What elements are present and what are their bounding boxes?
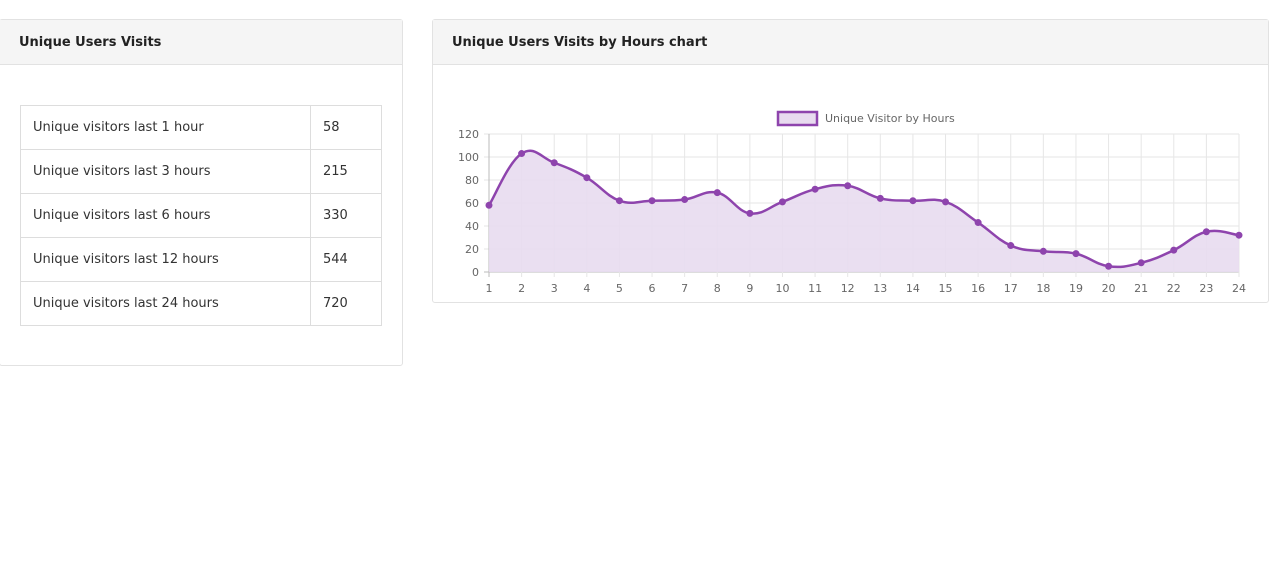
data-point	[1007, 242, 1015, 250]
row-value: 330	[310, 193, 382, 238]
hourly-visits-chart-panel: Unique Users Visits by Hours chart 0 20 40…	[432, 19, 1269, 303]
x-tick-label: 14	[906, 282, 920, 295]
data-point	[778, 198, 786, 206]
x-tick-label: 13	[873, 282, 887, 295]
x-tick-label: 17	[1004, 282, 1018, 295]
table-row: Unique visitors last 3 hours 215	[20, 149, 382, 194]
data-point	[974, 219, 982, 227]
y-tick-label: 100	[458, 151, 479, 164]
row-value: 720	[310, 281, 382, 326]
row-label: Unique visitors last 24 hours	[20, 281, 311, 326]
data-point	[1202, 228, 1210, 236]
data-point	[1105, 262, 1113, 270]
x-tick-label: 5	[616, 282, 623, 295]
x-tick-label: 23	[1199, 282, 1213, 295]
y-tick-label: 80	[465, 174, 479, 187]
data-point	[811, 185, 819, 193]
data-point	[518, 150, 526, 158]
data-point	[648, 197, 656, 205]
x-tick-label: 12	[841, 282, 855, 295]
x-tick-label: 24	[1232, 282, 1246, 295]
legend-swatch	[776, 110, 819, 127]
table-row: Unique visitors last 12 hours 544	[20, 237, 382, 282]
data-point	[1137, 259, 1145, 267]
row-label: Unique visitors last 12 hours	[20, 237, 311, 282]
data-point	[1039, 247, 1047, 255]
y-tick-label: 0	[472, 266, 479, 279]
x-tick-label: 3	[551, 282, 558, 295]
x-tick-label: 10	[775, 282, 789, 295]
row-label: Unique visitors last 1 hour	[20, 105, 311, 150]
x-tick-label: 20	[1102, 282, 1116, 295]
x-tick-label: 6	[649, 282, 656, 295]
unique-users-visits-panel: Unique Users Visits Unique visitors last…	[0, 19, 403, 366]
x-tick-label: 7	[681, 282, 688, 295]
data-point	[1072, 250, 1080, 258]
row-value: 544	[310, 237, 382, 282]
data-point	[615, 197, 623, 205]
row-value: 58	[310, 105, 382, 150]
x-tick-label: 15	[939, 282, 953, 295]
data-point	[1170, 246, 1178, 254]
x-tick-label: 8	[714, 282, 721, 295]
x-tick-label: 16	[971, 282, 985, 295]
panel-title-unique-users-visits: Unique Users Visits	[0, 20, 402, 65]
row-label: Unique visitors last 6 hours	[20, 193, 311, 238]
panel-title-hourly-chart: Unique Users Visits by Hours chart	[433, 20, 1268, 65]
row-label: Unique visitors last 3 hours	[20, 149, 311, 194]
visitors-stats-table: Unique visitors last 1 hour 58 Unique vi…	[20, 105, 382, 326]
row-value: 215	[310, 149, 382, 194]
y-tick-label: 40	[465, 220, 479, 233]
table-row: Unique visitors last 24 hours 720	[20, 281, 382, 326]
data-point	[746, 209, 754, 217]
x-tick-label: 21	[1134, 282, 1148, 295]
x-tick-label: 18	[1036, 282, 1050, 295]
legend-label: Unique Visitor by Hours	[825, 112, 955, 125]
data-point	[876, 194, 884, 202]
x-tick-label: 22	[1167, 282, 1181, 295]
x-tick-label: 9	[746, 282, 753, 295]
table-row: Unique visitors last 1 hour 58	[20, 105, 382, 150]
table-row: Unique visitors last 6 hours 330	[20, 193, 382, 238]
x-tick-label: 4	[583, 282, 590, 295]
data-point	[713, 189, 721, 197]
data-point	[844, 182, 852, 190]
y-tick-label: 20	[465, 243, 479, 256]
data-point	[909, 197, 917, 205]
data-point	[681, 196, 689, 204]
x-tick-label: 2	[518, 282, 525, 295]
series-area-fill	[489, 150, 1239, 272]
x-tick-label: 1	[486, 282, 493, 295]
x-tick-label: 19	[1069, 282, 1083, 295]
data-point	[485, 201, 493, 209]
y-tick-label: 60	[465, 197, 479, 210]
data-point	[550, 159, 558, 167]
data-point	[583, 174, 591, 182]
y-tick-label: 120	[458, 128, 479, 141]
data-point	[1235, 231, 1243, 239]
data-point	[942, 198, 950, 206]
x-tick-label: 11	[808, 282, 822, 295]
